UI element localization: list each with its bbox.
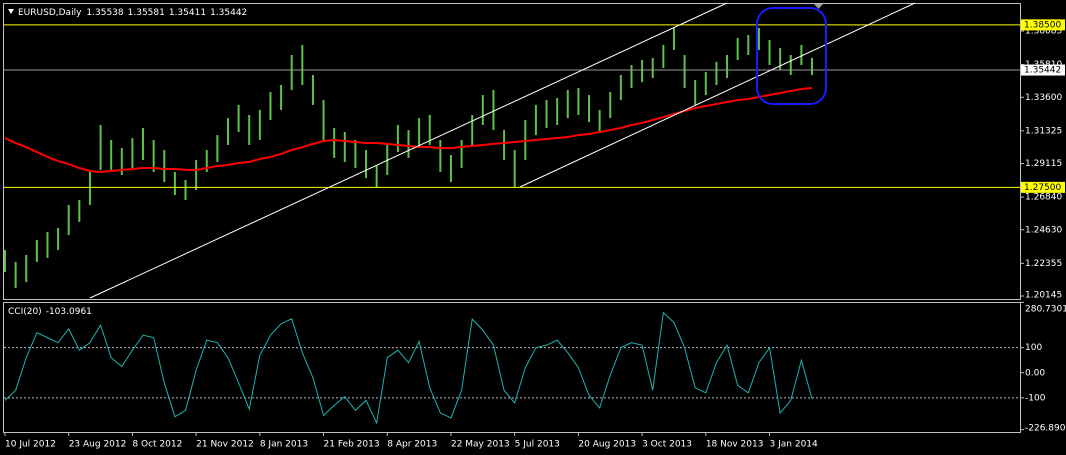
y-tick-label: 1.33600 bbox=[1025, 93, 1062, 103]
open: 1.35538 bbox=[86, 8, 123, 18]
y-tick-label: -100 bbox=[1025, 393, 1046, 403]
y-tick-label: 280.7301 bbox=[1025, 305, 1066, 315]
y-tick-label: 1.26840 bbox=[1025, 193, 1062, 203]
symbol: EURUSD,Daily bbox=[18, 8, 82, 18]
y-tick-label: -226.8909 bbox=[1025, 424, 1066, 434]
header: EURUSD,Daily 1.35538 1.35581 1.35411 1.35442 bbox=[18, 8, 247, 18]
channel-line-upper bbox=[89, 2, 728, 299]
cci-value: -103.0961 bbox=[46, 307, 92, 317]
high: 1.35581 bbox=[128, 8, 165, 18]
x-tick-label: 3 Jan 2014 bbox=[770, 440, 818, 450]
cci-line bbox=[4, 311, 813, 425]
y-tick-label: 1.22355 bbox=[1025, 259, 1062, 269]
moving-average bbox=[4, 86, 813, 174]
level-box bbox=[1021, 19, 1065, 31]
y-tick-label: 0.00 bbox=[1025, 368, 1045, 378]
x-tick-label: 22 May 2013 bbox=[451, 440, 510, 450]
level-label: 1.27500 bbox=[1024, 183, 1061, 193]
x-tick-label: 8 Oct 2012 bbox=[132, 440, 182, 450]
x-tick-label: 8 Apr 2013 bbox=[387, 440, 437, 450]
cci-panel bbox=[3, 302, 1021, 433]
cci-header: CCI(20) -103.0961 bbox=[8, 307, 92, 317]
main-panel bbox=[3, 3, 1021, 300]
y-tick-label: 1.24630 bbox=[1025, 225, 1062, 235]
y-tick-label: 100 bbox=[1025, 343, 1042, 353]
close: 1.35442 bbox=[210, 8, 247, 18]
x-tick-label: 10 Jul 2012 bbox=[5, 440, 56, 450]
price-label: 1.35442 bbox=[1024, 66, 1061, 76]
x-tick-label: 21 Nov 2012 bbox=[196, 440, 254, 450]
x-tick-label: 18 Nov 2013 bbox=[706, 440, 764, 450]
y-tick-label: 1.38085 bbox=[1025, 27, 1062, 37]
x-tick-label: 3 Oct 2013 bbox=[642, 440, 692, 450]
x-tick-label: 23 Aug 2012 bbox=[69, 440, 127, 450]
level-label: 1.38500 bbox=[1024, 20, 1061, 30]
shift-marker bbox=[814, 4, 823, 9]
channel-line-lower bbox=[519, 2, 916, 188]
marks: 1.380851.358101.336001.313251.291151.268… bbox=[4, 19, 1066, 450]
header-arrow bbox=[8, 9, 14, 14]
y-tick-label: 1.31325 bbox=[1025, 126, 1062, 136]
price-box bbox=[1021, 64, 1065, 76]
x-tick-label: 20 Aug 2013 bbox=[578, 440, 636, 450]
cci-name: CCI(20) bbox=[8, 307, 42, 317]
x-tick-label: 5 Jul 2013 bbox=[515, 440, 560, 450]
x-tick-label: 21 Feb 2013 bbox=[324, 440, 380, 450]
y-tick-label: 1.20145 bbox=[1025, 291, 1062, 301]
y-tick-label: 1.29115 bbox=[1025, 159, 1062, 169]
low: 1.35411 bbox=[169, 8, 206, 18]
x-tick-label: 8 Jan 2013 bbox=[260, 440, 308, 450]
highlight-circle bbox=[756, 7, 827, 105]
level-box bbox=[1021, 181, 1065, 193]
